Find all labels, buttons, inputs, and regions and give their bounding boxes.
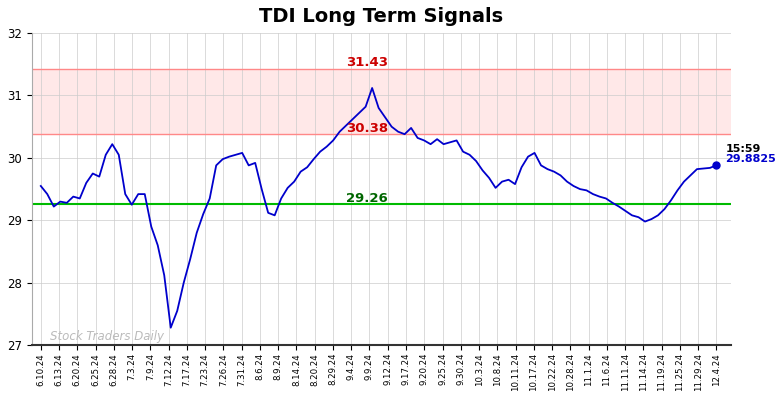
Text: Stock Traders Daily: Stock Traders Daily [50, 330, 164, 343]
Title: TDI Long Term Signals: TDI Long Term Signals [260, 7, 503, 26]
Text: 29.8825: 29.8825 [725, 154, 776, 164]
Text: 30.38: 30.38 [346, 122, 388, 135]
Text: 15:59: 15:59 [725, 144, 761, 154]
Text: 29.26: 29.26 [346, 191, 388, 205]
Text: 31.43: 31.43 [346, 56, 388, 69]
Bar [31, 68, 731, 134]
Point [710, 162, 723, 168]
